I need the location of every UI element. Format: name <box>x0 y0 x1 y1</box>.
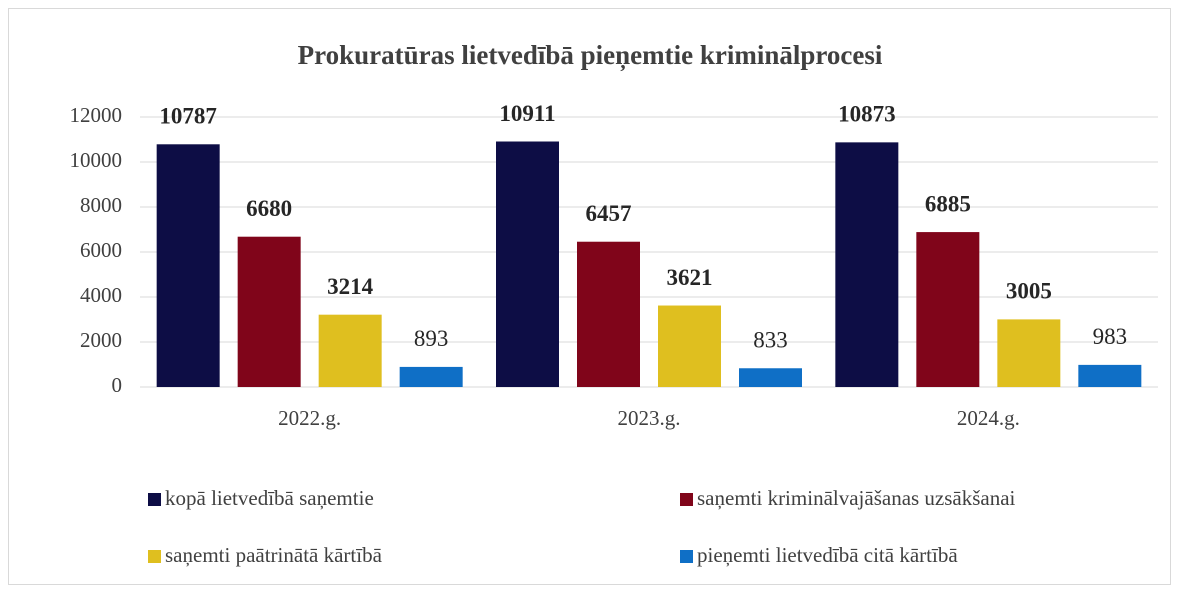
value-label: 6680 <box>246 196 292 221</box>
legend-label: saņemti paātrinātā kārtībā <box>165 543 383 567</box>
value-label: 3214 <box>327 274 374 299</box>
y-tick-label: 12000 <box>70 103 123 127</box>
bar <box>916 232 980 387</box>
x-tick-label: 2022.g. <box>278 406 341 430</box>
x-tick-label: 2023.g. <box>618 406 681 430</box>
legend-swatch <box>148 493 161 506</box>
value-label: 833 <box>753 328 788 353</box>
legend-label: pieņemti lietvedībā citā kārtībā <box>697 543 958 567</box>
value-label: 893 <box>414 326 449 351</box>
value-label: 10787 <box>159 104 217 129</box>
value-label: 3005 <box>1006 279 1052 304</box>
bar <box>496 141 559 387</box>
bar <box>577 241 640 387</box>
value-label: 3621 <box>667 265 713 290</box>
value-label: 10911 <box>499 101 555 126</box>
legend-swatch <box>148 550 161 563</box>
y-tick-label: 8000 <box>80 193 122 217</box>
value-label: 6885 <box>925 191 971 216</box>
legend-label: kopā lietvedībā saņemtie <box>165 486 374 510</box>
value-label: 10873 <box>838 102 896 127</box>
legend-swatch <box>680 493 693 506</box>
y-tick-label: 0 <box>112 373 123 397</box>
bar <box>318 314 382 387</box>
legend-label: saņemti kriminālvajāšanas uzsākšanai <box>697 486 1016 510</box>
y-tick-label: 4000 <box>80 283 122 307</box>
y-tick-label: 6000 <box>80 238 122 262</box>
value-label: 6457 <box>586 201 632 226</box>
chart-title: Prokuratūras lietvedībā pieņemtie krimin… <box>298 40 883 72</box>
x-tick-label: 2024.g. <box>957 406 1020 430</box>
value-label: 983 <box>1093 324 1128 349</box>
bar <box>1078 364 1142 387</box>
bar <box>835 142 899 387</box>
y-tick-label: 2000 <box>80 328 122 352</box>
bar <box>156 144 220 387</box>
legend-swatch <box>680 550 693 563</box>
bar <box>237 236 301 387</box>
bar <box>399 366 463 387</box>
bar <box>658 305 721 387</box>
y-tick-label: 10000 <box>70 148 123 172</box>
bar <box>739 368 802 387</box>
bar <box>997 319 1061 387</box>
